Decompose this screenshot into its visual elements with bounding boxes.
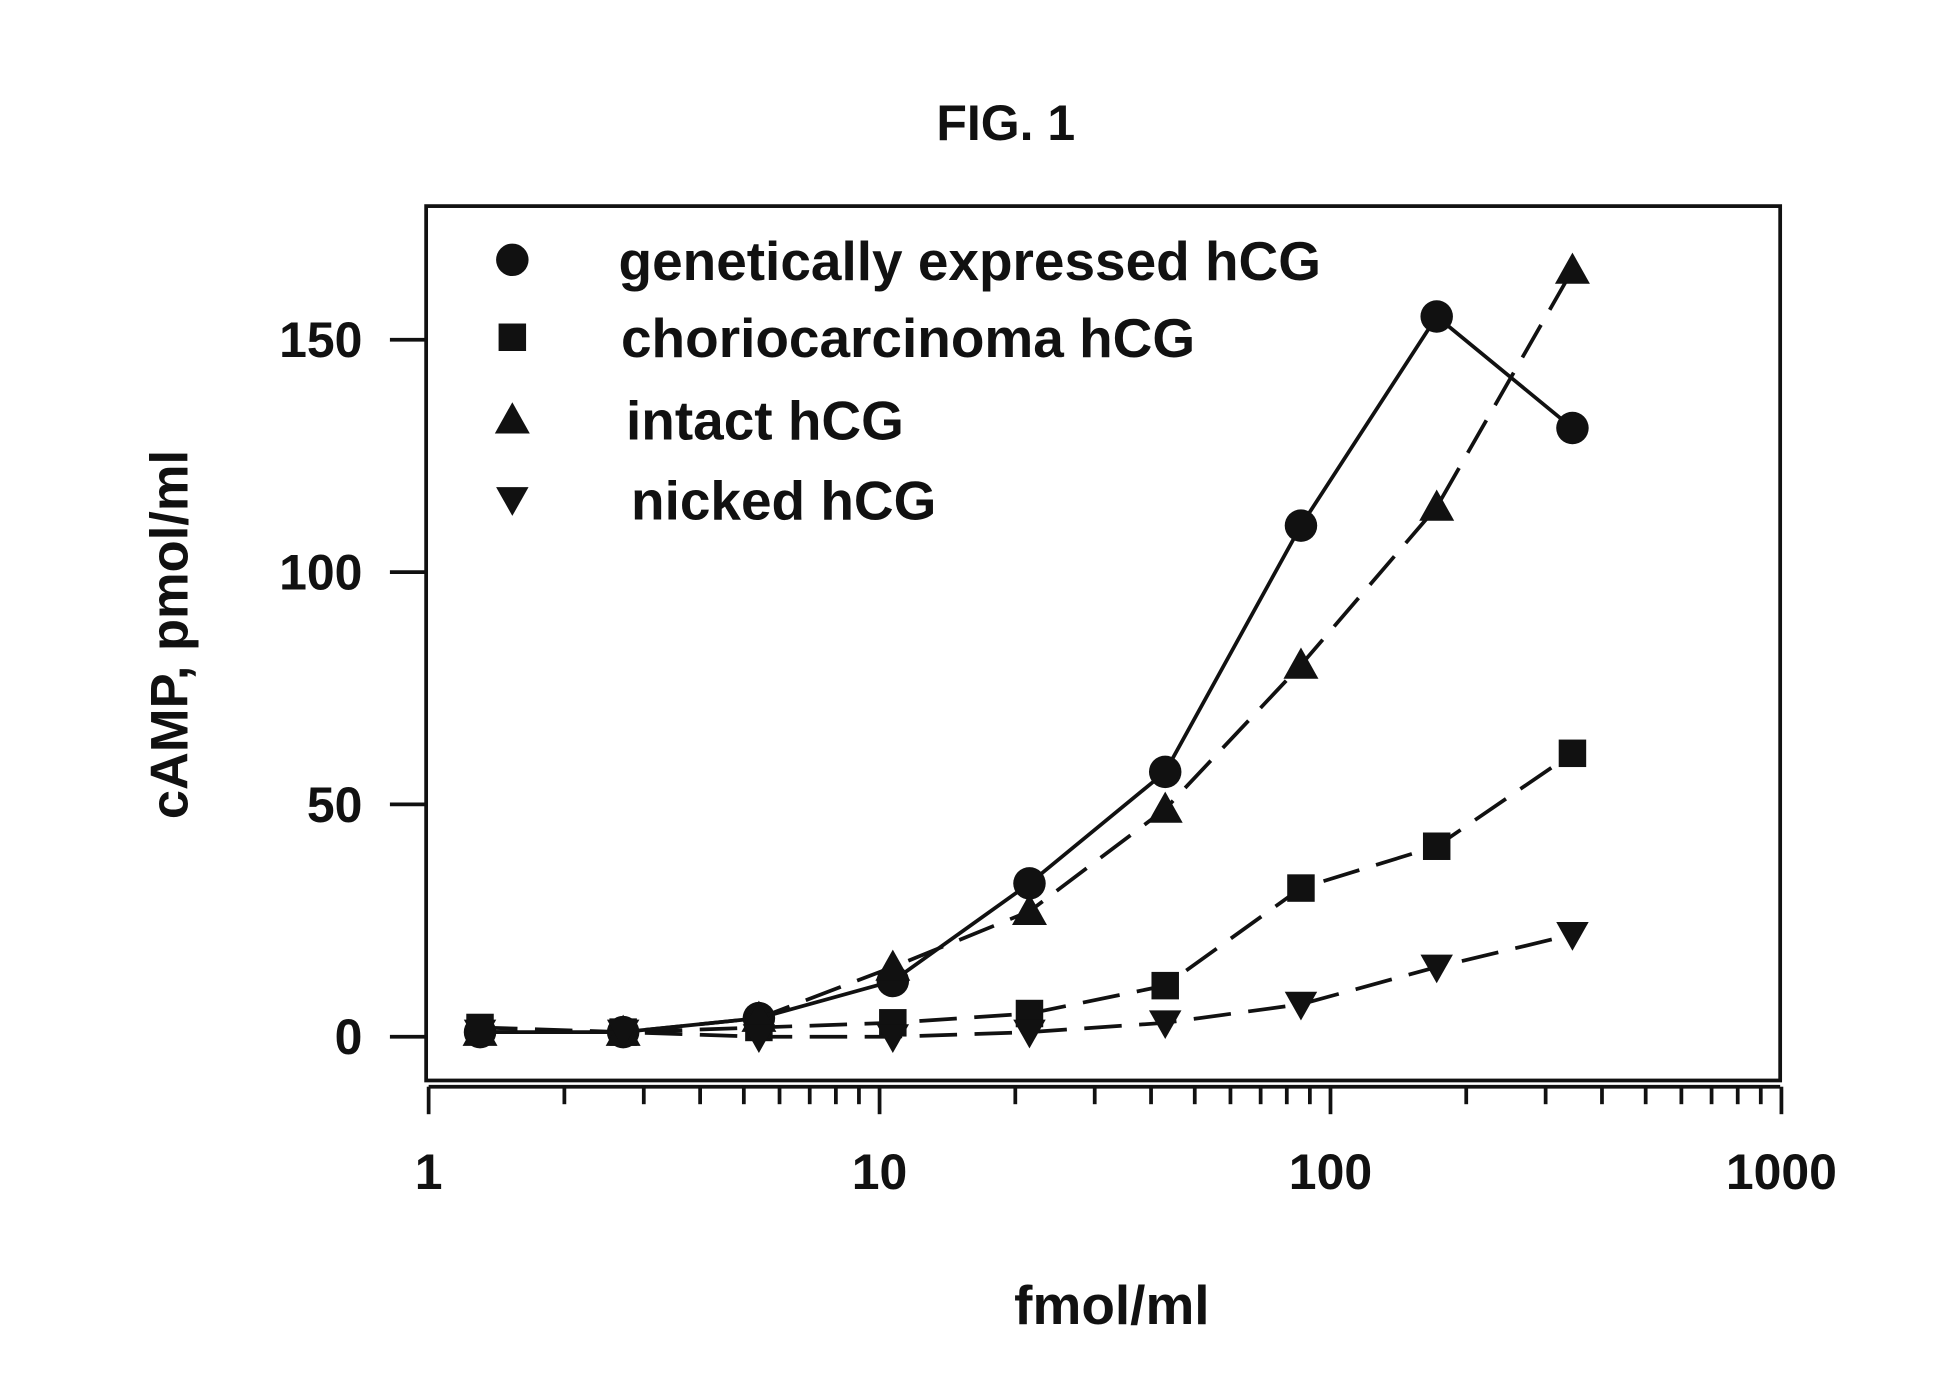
chart-title: FIG. 1 — [936, 95, 1075, 151]
data-point — [1556, 922, 1588, 951]
data-point — [1285, 509, 1317, 541]
y-tick-label: 150 — [279, 312, 362, 368]
legend-marker — [495, 402, 530, 433]
data-point — [1423, 833, 1450, 860]
legend-marker — [496, 244, 528, 276]
data-point — [1287, 874, 1314, 901]
legend-label: nicked hCG — [631, 470, 936, 532]
data-point — [1556, 412, 1588, 444]
data-point — [875, 950, 910, 981]
legend-label: genetically expressed hCG — [619, 230, 1321, 292]
x-tick-label: 100 — [1289, 1144, 1372, 1200]
legend: genetically expressed hCG choriocarcinoma… — [495, 230, 1321, 532]
x-tick-label: 1 — [415, 1144, 443, 1200]
data-point — [1013, 1020, 1045, 1049]
legend-marker — [496, 487, 528, 516]
y-tick-label: 50 — [307, 777, 363, 833]
legend-label: intact hCG — [626, 390, 904, 452]
data-point — [1555, 253, 1590, 284]
data-point — [1285, 992, 1317, 1021]
x-tick-label: 1000 — [1726, 1144, 1837, 1200]
y-tick-label: 0 — [335, 1009, 363, 1065]
legend-marker — [499, 324, 526, 351]
data-point — [1148, 792, 1183, 823]
legend-label: choriocarcinoma hCG — [621, 307, 1195, 369]
x-axis-label: fmol/ml — [1014, 1274, 1209, 1336]
data-point — [1419, 490, 1454, 521]
x-tick-label: 10 — [852, 1144, 908, 1200]
y-axis-label: cAMP, pmol/ml — [142, 450, 200, 819]
data-point — [1420, 300, 1452, 332]
data-point — [1149, 756, 1181, 788]
data-point — [1559, 740, 1586, 767]
chart: FIG. 1 1 10 100 1000 0 50 100 150 genetically e… — [0, 0, 1949, 1394]
data-point — [1012, 894, 1047, 925]
y-tick-label: 100 — [279, 545, 362, 601]
series-2 — [463, 253, 1590, 1046]
data-point — [1151, 972, 1178, 999]
